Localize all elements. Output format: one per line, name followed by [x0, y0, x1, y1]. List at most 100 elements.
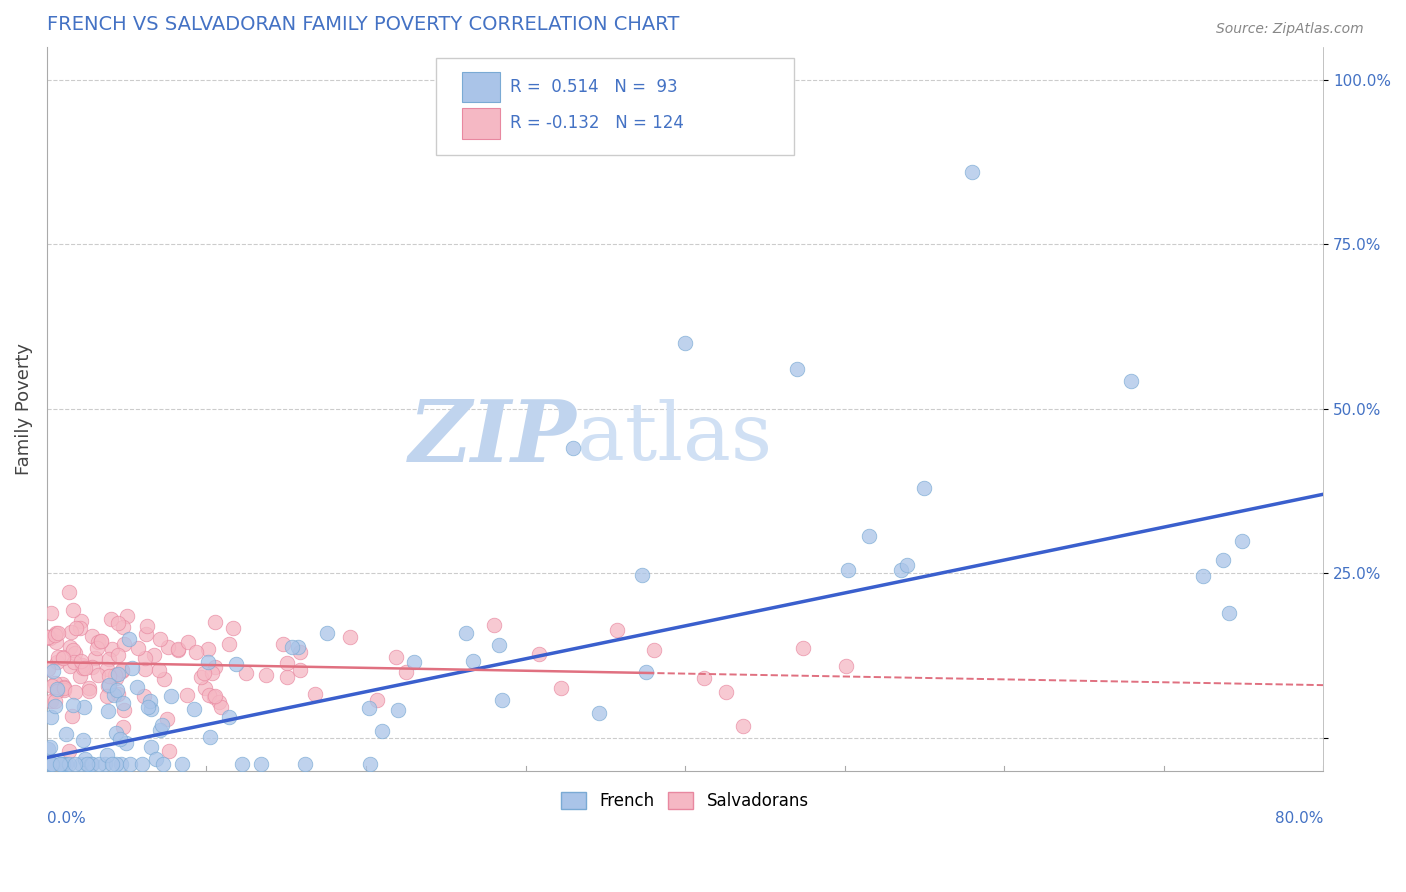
- Point: [110, 757, 132, 772]
- Point: [104, 667, 127, 681]
- Point: [44, 675, 66, 690]
- Point: [97, 669, 120, 683]
- Point: [792, 641, 814, 656]
- Point: [100, 612, 122, 626]
- Text: Source: ZipAtlas.com: Source: ZipAtlas.com: [1216, 22, 1364, 37]
- Point: [51, 677, 73, 691]
- Point: [183, 702, 205, 716]
- Point: [150, 718, 173, 732]
- Point: [731, 719, 754, 733]
- Point: [59, 625, 82, 640]
- Point: [225, 657, 247, 672]
- Text: R =  0.514   N =  93: R = 0.514 N = 93: [510, 78, 678, 96]
- Point: [858, 529, 880, 543]
- Point: [366, 693, 388, 707]
- Text: atlas: atlas: [576, 399, 772, 476]
- Text: 80.0%: 80.0%: [1275, 811, 1323, 825]
- Point: [77, 684, 100, 698]
- Text: 0.0%: 0.0%: [46, 811, 86, 825]
- Point: [55, 757, 77, 772]
- Point: [97, 652, 120, 666]
- Point: [44, 628, 66, 642]
- Point: [63, 646, 86, 660]
- Point: [201, 665, 224, 680]
- Point: [62, 603, 84, 617]
- Point: [75, 751, 97, 765]
- Point: [96, 689, 118, 703]
- Point: [73, 700, 96, 714]
- Point: [190, 670, 212, 684]
- Point: [176, 688, 198, 702]
- Point: [82, 629, 104, 643]
- Point: [198, 688, 221, 702]
- Point: [39, 757, 62, 772]
- Point: [1218, 606, 1240, 620]
- Point: [105, 757, 128, 772]
- Point: [37, 630, 59, 644]
- Point: [218, 710, 240, 724]
- Point: [890, 563, 912, 577]
- Point: [482, 617, 505, 632]
- Point: [60, 709, 83, 723]
- Point: [72, 732, 94, 747]
- FancyBboxPatch shape: [436, 57, 793, 155]
- Text: FRENCH VS SALVADORAN FAMILY POVERTY CORRELATION CHART: FRENCH VS SALVADORAN FAMILY POVERTY CORR…: [46, 15, 679, 34]
- Point: [37, 630, 59, 644]
- Point: [90, 634, 112, 648]
- Point: [193, 665, 215, 680]
- Point: [52, 757, 75, 772]
- Point: [45, 625, 67, 640]
- Point: [111, 720, 134, 734]
- Point: [204, 689, 226, 703]
- Point: [197, 641, 219, 656]
- Point: [222, 621, 245, 635]
- Point: [82, 757, 104, 772]
- Point: [157, 744, 180, 758]
- Point: [41, 607, 63, 621]
- Point: [62, 655, 84, 669]
- Point: [962, 165, 984, 179]
- Point: [456, 626, 478, 640]
- Point: [385, 649, 408, 664]
- Point: [304, 688, 326, 702]
- Point: [276, 670, 298, 684]
- Point: [157, 640, 180, 655]
- Point: [42, 665, 65, 679]
- Point: [172, 757, 194, 772]
- Point: [37, 742, 59, 756]
- Point: [145, 752, 167, 766]
- Point: [588, 706, 610, 720]
- Point: [45, 635, 67, 649]
- Point: [65, 621, 87, 635]
- Point: [96, 748, 118, 763]
- Point: [634, 665, 657, 680]
- Point: [149, 632, 172, 646]
- Point: [52, 682, 75, 697]
- Point: [166, 642, 188, 657]
- Point: [288, 663, 311, 677]
- Point: [491, 692, 513, 706]
- Point: [107, 648, 129, 663]
- Point: [58, 744, 80, 758]
- Point: [288, 645, 311, 659]
- Point: [58, 585, 80, 599]
- Point: [121, 661, 143, 675]
- Point: [488, 638, 510, 652]
- Point: [70, 757, 93, 772]
- Point: [125, 680, 148, 694]
- Point: [69, 621, 91, 635]
- Point: [160, 689, 183, 703]
- Point: [142, 648, 165, 663]
- Point: [111, 663, 134, 677]
- Point: [197, 656, 219, 670]
- Point: [198, 730, 221, 744]
- Point: [103, 688, 125, 702]
- Point: [194, 681, 217, 696]
- Point: [134, 662, 156, 676]
- Point: [45, 655, 67, 669]
- Point: [156, 712, 179, 726]
- Point: [463, 654, 485, 668]
- Point: [107, 667, 129, 681]
- Point: [90, 634, 112, 648]
- Point: [359, 701, 381, 715]
